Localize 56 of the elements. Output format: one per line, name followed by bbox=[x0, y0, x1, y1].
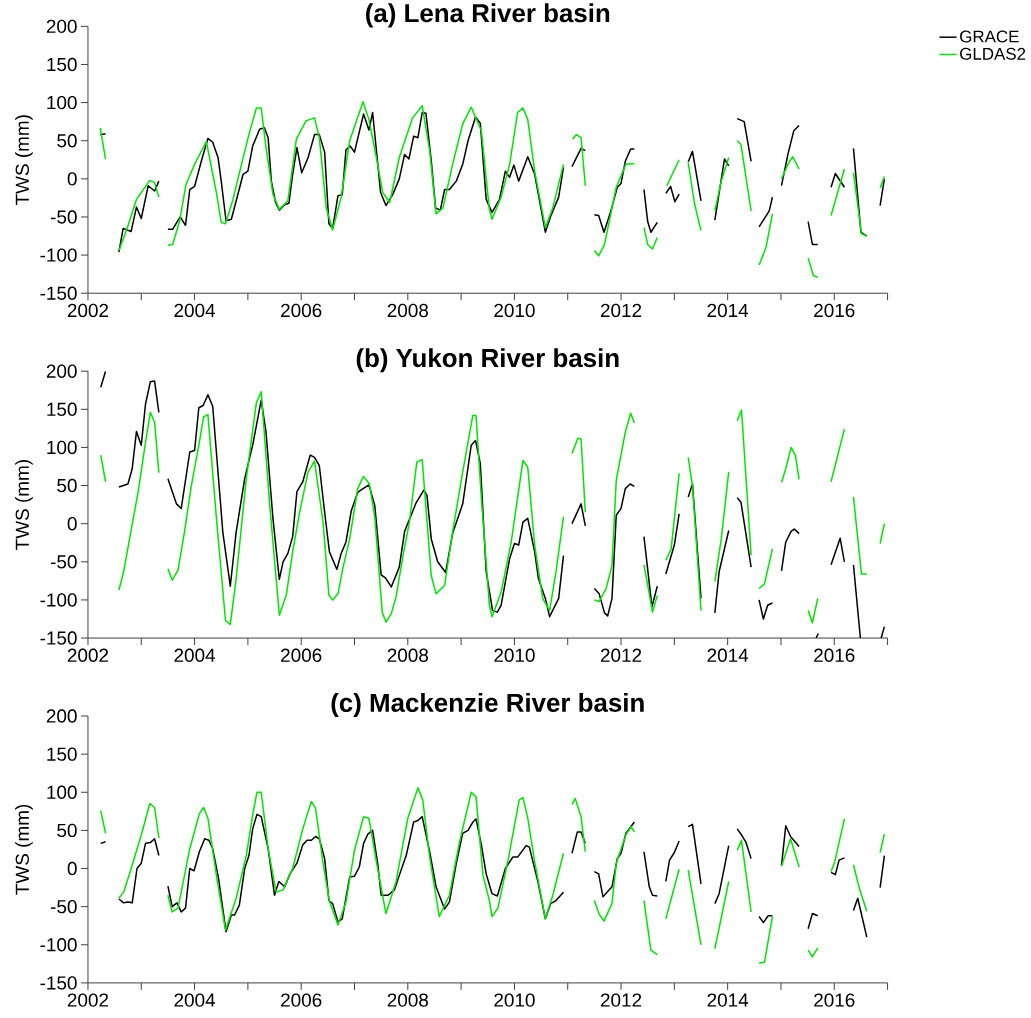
x-tick-label: 2012 bbox=[600, 993, 642, 1007]
x-tick-label: 2008 bbox=[387, 303, 429, 318]
y-tick-label: 100 bbox=[47, 440, 77, 455]
y-tick-label: 0 bbox=[67, 517, 77, 531]
x-tick-label: 2012 bbox=[600, 648, 642, 663]
x-tick-label: 2004 bbox=[174, 993, 216, 1007]
y-tick-label: -50 bbox=[50, 900, 77, 914]
x-tick-label: 2002 bbox=[67, 303, 109, 318]
chart-title: (a) Lena River basin bbox=[366, 3, 610, 28]
x-tick-label: 2006 bbox=[281, 648, 322, 663]
y-tick-label: -150 bbox=[40, 976, 77, 990]
x-tick-label: 2016 bbox=[814, 648, 855, 663]
y-tick-label: -150 bbox=[40, 286, 77, 300]
y-tick-label: -50 bbox=[50, 555, 77, 569]
legend-label: GRACE bbox=[960, 30, 1019, 43]
y-tick-label: 150 bbox=[47, 57, 77, 72]
y-tick-label: -100 bbox=[40, 248, 77, 262]
x-tick-label: 2012 bbox=[600, 303, 642, 318]
x-tick-label: 2008 bbox=[387, 993, 429, 1007]
y-tick-label: -150 bbox=[40, 631, 77, 645]
x-tick-label: 2006 bbox=[281, 993, 322, 1007]
x-tick-label: 2014 bbox=[707, 303, 749, 318]
y-tick-label: 100 bbox=[47, 785, 77, 800]
y-tick-label: 200 bbox=[46, 364, 77, 378]
legend-label: GLDAS2 bbox=[960, 47, 1026, 60]
x-tick-label: 2010 bbox=[494, 648, 535, 663]
x-tick-label: 2010 bbox=[494, 303, 535, 318]
x-tick-label: 2002 bbox=[67, 993, 109, 1007]
y-axis-title: TWS (mm) bbox=[15, 805, 33, 895]
chart-title: (b) Yukon River basin bbox=[356, 348, 619, 373]
y-tick-label: 150 bbox=[47, 402, 77, 417]
y-tick-label: 50 bbox=[57, 134, 77, 148]
y-tick-label: 200 bbox=[46, 19, 77, 34]
x-tick-label: 2016 bbox=[814, 993, 855, 1007]
y-axis-title: TWS (mm) bbox=[15, 460, 33, 550]
y-tick-label: -100 bbox=[40, 593, 77, 607]
x-tick-label: 2006 bbox=[281, 303, 322, 318]
x-tick-label: 2004 bbox=[174, 303, 216, 318]
y-tick-label: 50 bbox=[57, 823, 77, 838]
y-tick-label: 100 bbox=[47, 95, 77, 110]
chart-title: (c) Mackenzie River basin bbox=[331, 693, 644, 718]
y-tick-label: 50 bbox=[57, 478, 77, 493]
y-tick-label: -100 bbox=[40, 938, 77, 952]
x-tick-label: 2014 bbox=[707, 993, 749, 1007]
x-tick-label: 2002 bbox=[67, 648, 109, 663]
y-tick-label: -50 bbox=[50, 210, 77, 224]
y-tick-label: 0 bbox=[67, 172, 77, 186]
x-tick-label: 2008 bbox=[387, 648, 429, 663]
y-axis-title: TWS (mm) bbox=[15, 115, 33, 206]
y-tick-label: 0 bbox=[67, 861, 77, 876]
x-tick-label: 2016 bbox=[814, 303, 855, 318]
y-tick-label: 200 bbox=[46, 709, 77, 723]
x-tick-label: 2014 bbox=[707, 648, 749, 663]
x-tick-label: 2010 bbox=[494, 993, 535, 1007]
x-tick-label: 2004 bbox=[174, 648, 216, 663]
y-tick-label: 150 bbox=[47, 747, 77, 761]
